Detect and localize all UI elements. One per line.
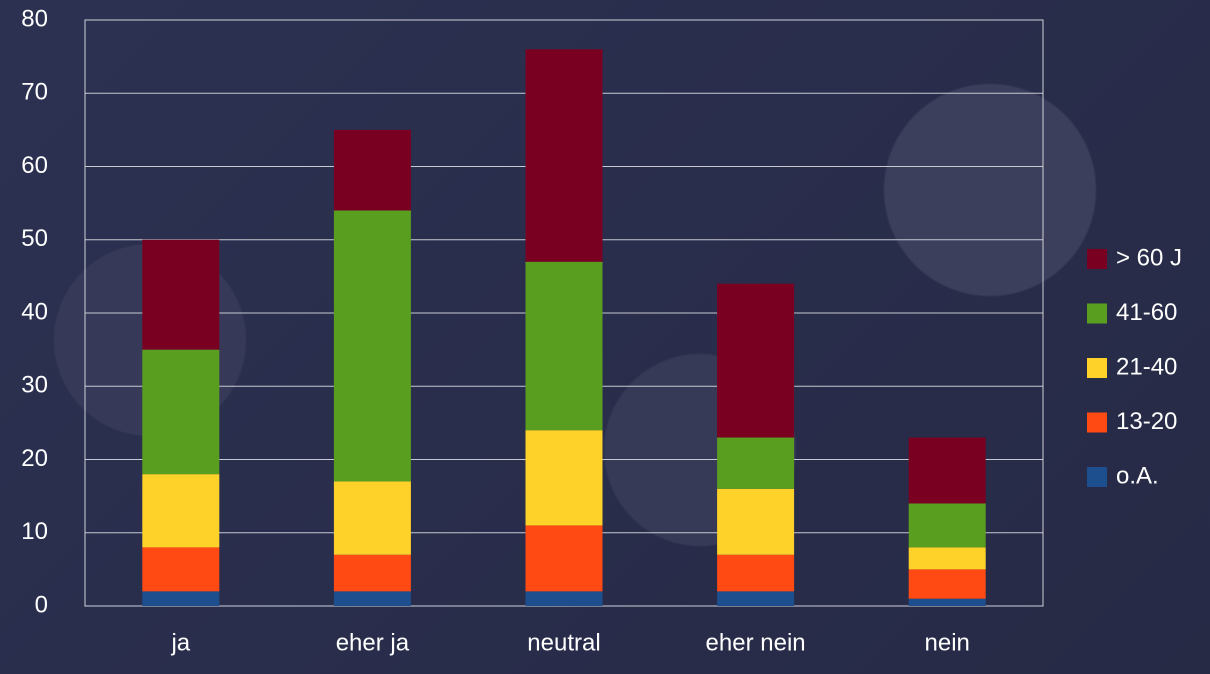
bar-segment	[908, 569, 986, 599]
bar-segment	[525, 261, 603, 431]
bar-segment	[717, 488, 795, 555]
y-tick-label: 20	[21, 445, 48, 472]
bar-segment	[908, 503, 986, 548]
bar-segment	[525, 525, 603, 592]
bar-segment	[908, 598, 986, 606]
x-tick-label: eher ja	[336, 629, 410, 656]
legend-label: 41-60	[1116, 299, 1177, 326]
y-tick-label: 70	[21, 79, 48, 106]
bar-segment	[908, 437, 986, 504]
bar-segment	[717, 554, 795, 592]
bar-segment	[142, 239, 220, 350]
legend-label: 13-20	[1116, 408, 1177, 435]
x-tick-label: eher nein	[706, 629, 806, 656]
legend-swatch	[1087, 249, 1107, 269]
bar-segment	[333, 210, 411, 482]
bar-segment	[717, 437, 795, 489]
legend-swatch	[1087, 467, 1107, 487]
y-tick-label: 60	[21, 152, 48, 179]
bar-segment	[142, 547, 220, 592]
bar-segment	[525, 430, 603, 526]
x-tick-label: nein	[925, 629, 970, 656]
legend-label: > 60 J	[1116, 244, 1182, 271]
bar-segment	[525, 591, 603, 606]
legend-swatch	[1087, 412, 1107, 433]
bar-segment	[908, 547, 986, 570]
bar-segment	[333, 481, 411, 555]
legend-label: 21-40	[1116, 353, 1177, 380]
x-tick-label: neutral	[527, 629, 600, 656]
y-tick-label: 0	[35, 591, 48, 618]
bar-segment	[142, 474, 220, 548]
bar-segment	[333, 129, 411, 211]
bar-segment	[717, 283, 795, 438]
y-tick-label: 10	[21, 518, 48, 545]
bar-segment	[142, 349, 220, 475]
x-tick-label: ja	[170, 629, 190, 656]
bar-segment	[333, 591, 411, 606]
y-tick-label: 50	[21, 225, 48, 252]
legend-swatch	[1087, 303, 1107, 324]
y-tick-label: 40	[21, 298, 48, 325]
legend-label: o.A.	[1116, 462, 1159, 489]
bar-segment	[525, 49, 603, 262]
legend-swatch	[1087, 358, 1107, 378]
bar-segment	[142, 591, 220, 606]
y-tick-label: 30	[21, 372, 48, 399]
bar-segment	[333, 554, 411, 592]
bar-segment	[717, 591, 795, 606]
y-tick-label: 80	[21, 5, 48, 32]
